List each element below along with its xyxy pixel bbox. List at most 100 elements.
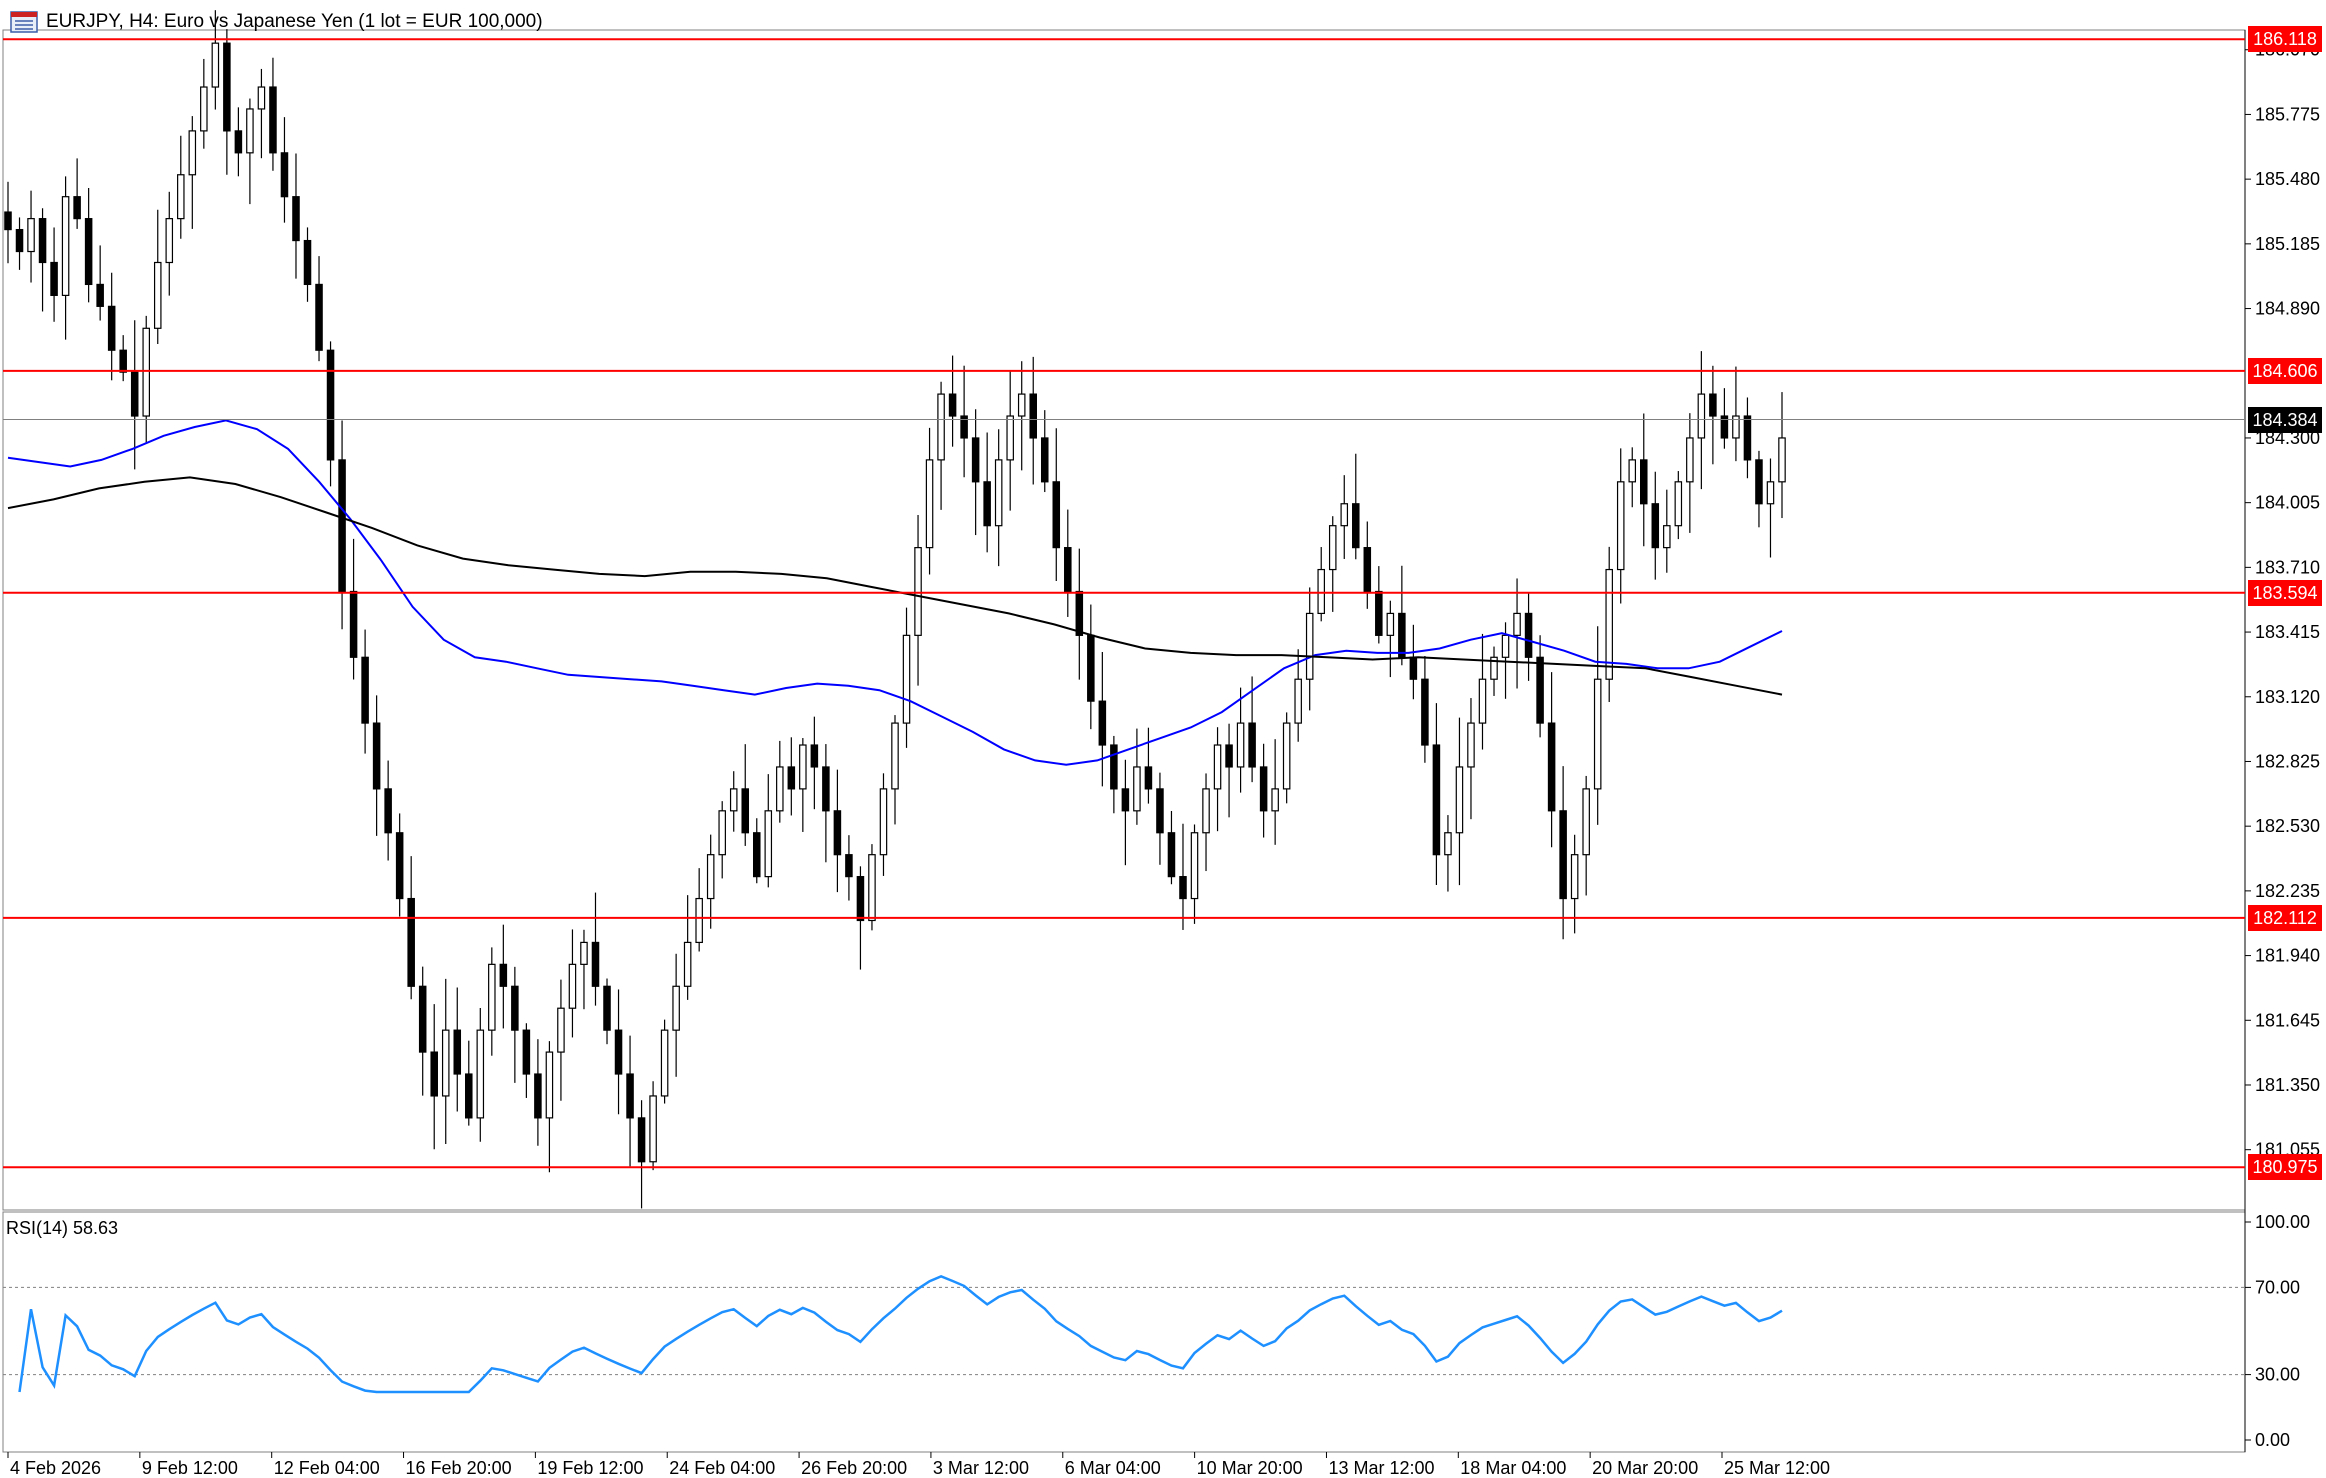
candle-body[interactable] [1409,656,1418,680]
candle-body[interactable] [1087,634,1095,702]
candle-body[interactable] [580,941,588,965]
candle-body[interactable] [200,86,208,132]
candle-body[interactable] [1651,503,1660,549]
candle-body[interactable] [1328,525,1337,571]
candle-body[interactable] [142,327,151,417]
candle-body[interactable] [395,832,404,900]
candle-body[interactable] [718,810,726,856]
candle-body[interactable] [1352,503,1360,549]
candle-body[interactable] [1755,459,1763,505]
candle-body[interactable] [1478,678,1487,724]
candle-body[interactable] [1663,525,1671,549]
candle-body[interactable] [1017,393,1026,417]
candle-body[interactable] [1029,393,1038,439]
candle-body[interactable] [1398,612,1406,658]
candle-body[interactable] [822,766,830,812]
price-panel[interactable] [2,29,2246,1211]
candle-body[interactable] [591,941,600,987]
candle-body[interactable] [1052,481,1061,549]
candle-body[interactable] [73,196,81,220]
candle-body[interactable] [937,393,945,461]
candle-body[interactable] [1536,656,1544,724]
candle-body[interactable] [234,130,243,154]
candle-body[interactable] [1513,612,1521,636]
candle-body[interactable] [50,261,58,296]
candle-body[interactable] [1467,722,1475,768]
candle-body[interactable] [292,196,300,242]
candle-body[interactable] [856,876,865,922]
candle-body[interactable] [1075,590,1084,636]
candle-body[interactable] [902,634,911,724]
candle-body[interactable] [384,788,392,834]
candle-body[interactable] [1628,459,1637,483]
candle-body[interactable] [1317,568,1325,615]
candle-body[interactable] [1766,481,1775,505]
candle-body[interactable] [568,963,577,1009]
candle-body[interactable] [315,283,323,351]
candle-body[interactable] [257,86,266,110]
candle-body[interactable] [1593,678,1602,790]
candle-body[interactable] [119,349,127,373]
candle-body[interactable] [418,985,427,1053]
candle-body[interactable] [1375,590,1383,636]
candle-body[interactable] [1501,634,1510,658]
candle-body[interactable] [303,239,312,286]
candle-body[interactable] [1098,700,1107,746]
candle-body[interactable] [326,349,335,461]
candle-body[interactable] [1697,393,1706,439]
candle-body[interactable] [1006,415,1014,461]
candle-body[interactable] [1282,722,1291,790]
candle-body[interactable] [845,854,853,878]
candle-body[interactable] [1639,459,1648,505]
candle-body[interactable] [246,108,254,154]
candle-body[interactable] [1248,722,1256,768]
candle-body[interactable] [787,766,796,790]
candle-body[interactable] [983,481,991,527]
candle-body[interactable] [153,261,162,329]
candle-body[interactable] [1202,788,1210,834]
candle-body[interactable] [107,305,116,351]
candle-body[interactable] [1455,766,1464,834]
candle-body[interactable] [1386,612,1395,636]
candle-body[interactable] [522,1029,531,1075]
candle-body[interactable] [545,1051,554,1119]
candle-body[interactable] [1121,788,1130,812]
candle-body[interactable] [1720,415,1729,439]
candle-body[interactable] [603,985,611,1031]
candle-body[interactable] [96,283,104,307]
candle-body[interactable] [372,722,381,790]
candle-body[interactable] [1524,612,1533,658]
candle-body[interactable] [361,656,369,724]
candle-body[interactable] [1040,437,1049,483]
candle-body[interactable] [1616,481,1625,571]
candles[interactable] [4,10,1786,1209]
candle-body[interactable] [1559,810,1567,900]
candle-body[interactable] [1778,437,1786,483]
candle-body[interactable] [177,174,185,220]
candle-body[interactable] [833,810,842,856]
candle-body[interactable] [960,415,968,439]
candle-body[interactable] [1686,437,1694,483]
candle-body[interactable] [1064,547,1072,593]
candle-body[interactable] [280,152,289,198]
candle-body[interactable] [672,985,680,1031]
candle-body[interactable] [626,1073,634,1119]
candle-body[interactable] [948,393,957,417]
candle-body[interactable] [729,788,738,812]
candle-body[interactable] [752,832,761,878]
candle-body[interactable] [660,1029,669,1097]
candle-body[interactable] [683,941,692,987]
candle-body[interactable] [637,1117,646,1163]
candle-body[interactable] [971,437,980,483]
candle-body[interactable] [441,1029,450,1097]
candle-body[interactable] [1732,415,1740,439]
candle-body[interactable] [764,810,773,878]
candle-body[interactable] [706,854,715,900]
candle-body[interactable] [465,1073,473,1119]
candle-body[interactable] [1259,766,1268,812]
candle-body[interactable] [1444,832,1452,856]
candle-body[interactable] [1432,744,1441,856]
candle-body[interactable] [1743,415,1752,461]
candle-body[interactable] [84,218,93,286]
candle-body[interactable] [776,766,784,812]
